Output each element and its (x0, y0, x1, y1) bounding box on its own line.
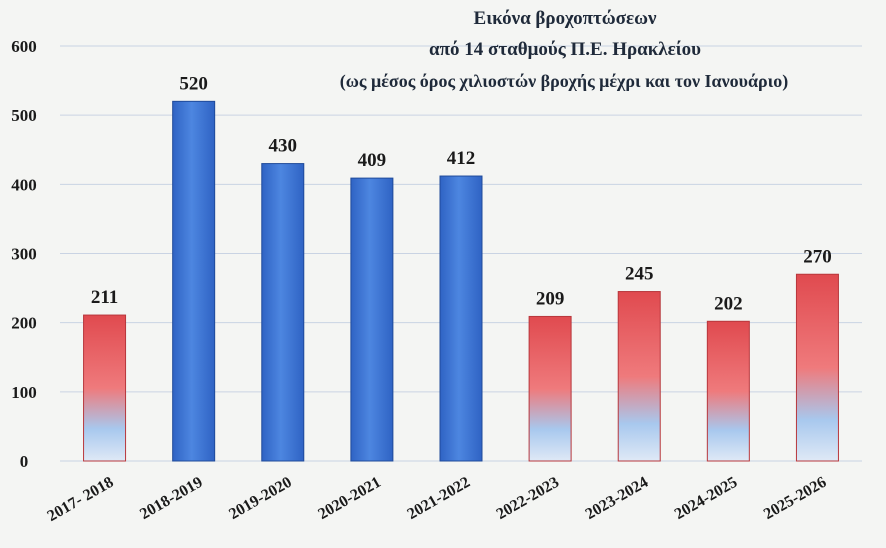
data-label: 520 (179, 73, 208, 94)
y-tick-label: 0 (20, 452, 29, 471)
y-tick-label: 500 (11, 106, 37, 125)
bar-2024-2025 (706, 320, 750, 462)
x-tick-label: 2019-2020 (226, 474, 295, 523)
x-tick-label: 2021-2022 (404, 474, 473, 523)
data-label: 412 (447, 148, 476, 169)
title-line-3: (ως μέσος όρος χιλιοστών βροχής μέχρι κα… (340, 71, 788, 92)
data-label: 209 (536, 288, 565, 309)
data-label: 245 (625, 264, 654, 285)
data-label: 202 (714, 293, 743, 314)
x-tick-label: 2020-2021 (315, 474, 384, 523)
x-tick-label: 2025-2026 (761, 474, 830, 523)
bar-2019-2020 (261, 163, 305, 462)
y-tick-label: 600 (11, 37, 37, 56)
x-tick-label: 2024-2025 (672, 474, 741, 523)
data-label: 211 (91, 287, 118, 308)
y-tick-label: 200 (11, 314, 37, 333)
bars (83, 100, 839, 462)
bar-2018-2019 (172, 100, 216, 462)
y-tick-label: 100 (11, 383, 37, 402)
x-tick-label: 2018-2019 (137, 474, 206, 523)
y-tick-label: 400 (11, 175, 37, 194)
data-labels: 211 520 430 409 412 209 245 202 270 (91, 73, 832, 314)
bar-2017-2018 (83, 314, 127, 462)
x-tick-label: 2017- 2018 (45, 474, 117, 525)
title-line-2: από 14 σταθμούς Π.Ε. Ηρακλείου (429, 39, 701, 60)
bar-2021-2022 (439, 175, 483, 462)
y-axis-tick-labels: 0 100 200 300 400 500 600 (11, 37, 37, 471)
data-label: 409 (358, 150, 387, 171)
x-tick-label: 2022-2023 (494, 474, 563, 523)
y-tick-label: 300 (11, 245, 37, 264)
bar-2020-2021 (350, 177, 394, 462)
bar-2025-2026 (795, 273, 839, 462)
data-label: 430 (269, 136, 298, 157)
bar-2023-2024 (617, 291, 661, 462)
chart-title: Εικόνα βροχοπτώσεων από 14 σταθμούς Π.Ε.… (340, 8, 788, 92)
data-label: 270 (803, 246, 832, 267)
title-line-1: Εικόνα βροχοπτώσεων (474, 8, 657, 29)
x-axis-category-labels: 2017- 2018 2018-2019 2019-2020 2020-2021 202… (45, 474, 830, 525)
x-tick-label: 2023-2024 (583, 474, 652, 523)
bar-2022-2023 (528, 315, 572, 462)
